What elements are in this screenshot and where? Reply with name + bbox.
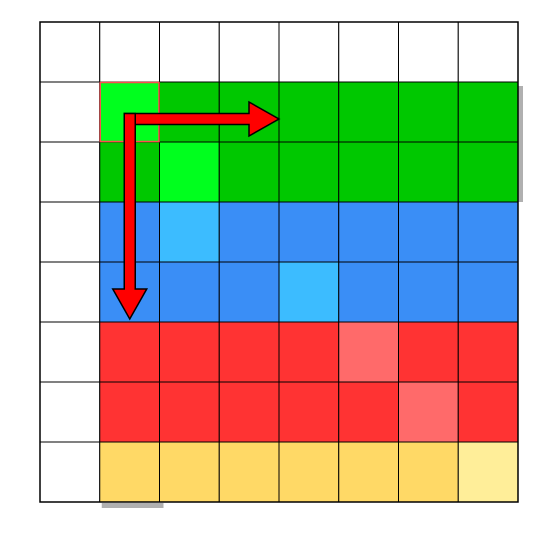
grid-cell-3-3 [218, 201, 280, 263]
grid-cell-2-3 [218, 141, 280, 203]
grid-cell-0-0 [39, 21, 101, 83]
grid-cell-4-5 [338, 261, 399, 323]
grid-cell-7-6 [398, 441, 459, 503]
grid-cell-7-4 [278, 441, 340, 503]
grid-cell-2-2 [159, 141, 220, 203]
grid-cell-1-2 [159, 81, 220, 143]
grid-cell-6-6 [398, 381, 459, 443]
shadow-right [518, 86, 523, 202]
arrow-down [111, 112, 149, 321]
grid-cell-3-5 [338, 201, 399, 263]
grid-cell-4-3 [218, 261, 280, 323]
grid-cell-2-6 [398, 141, 459, 203]
grid-cell-6-0 [39, 381, 101, 443]
grid-cell-7-3 [218, 441, 280, 503]
grid-cell-6-3 [218, 381, 280, 443]
grid-cell-0-7 [457, 21, 519, 83]
grid-cell-4-2 [159, 261, 220, 323]
grid-cell-7-1 [99, 441, 160, 503]
grid-cell-3-0 [39, 201, 101, 263]
grid-cell-0-2 [159, 21, 220, 83]
grid-cell-7-2 [159, 441, 220, 503]
grid-cell-6-4 [278, 381, 340, 443]
grid-cell-0-4 [278, 21, 340, 83]
grid-cell-4-7 [457, 261, 519, 323]
grid-cell-1-0 [39, 81, 101, 143]
grid-cell-1-6 [398, 81, 459, 143]
cell-grid [39, 21, 519, 503]
grid-cell-4-4 [278, 261, 340, 323]
grid-cell-0-5 [338, 21, 399, 83]
grid-cell-2-4 [278, 141, 340, 203]
grid-cell-6-1 [99, 381, 160, 443]
grid-cell-5-5 [338, 321, 399, 383]
grid-cell-1-4 [278, 81, 340, 143]
grid-cell-2-5 [338, 141, 399, 203]
grid-cell-2-0 [39, 141, 101, 203]
grid-cell-3-7 [457, 201, 519, 263]
grid-cell-2-7 [457, 141, 519, 203]
grid-cell-3-6 [398, 201, 459, 263]
arrow-right [123, 100, 281, 138]
grid-cell-5-4 [278, 321, 340, 383]
grid-cell-5-7 [457, 321, 519, 383]
shadow-bottom [101, 503, 164, 508]
grid-cell-0-1 [99, 21, 160, 83]
grid-cell-5-6 [398, 321, 459, 383]
grid-cell-3-4 [278, 201, 340, 263]
grid-cell-7-7 [457, 441, 519, 503]
grid-cell-4-6 [398, 261, 459, 323]
grid-cell-7-5 [338, 441, 399, 503]
grid-cell-5-2 [159, 321, 220, 383]
grid-cell-0-6 [398, 21, 459, 83]
grid-cell-1-5 [338, 81, 399, 143]
grid-cell-5-1 [99, 321, 160, 383]
grid-border [39, 21, 519, 503]
grid-cell-3-2 [159, 201, 220, 263]
grid-cell-6-5 [338, 381, 399, 443]
grid-cell-6-2 [159, 381, 220, 443]
grid-cell-4-0 [39, 261, 101, 323]
grid-cell-7-0 [39, 441, 101, 503]
grid-cell-6-7 [457, 381, 519, 443]
grid-cell-1-7 [457, 81, 519, 143]
grid-cell-5-0 [39, 321, 101, 383]
grid-cell-5-3 [218, 321, 280, 383]
grid-cell-0-3 [218, 21, 280, 83]
arrow-layer [111, 100, 281, 321]
